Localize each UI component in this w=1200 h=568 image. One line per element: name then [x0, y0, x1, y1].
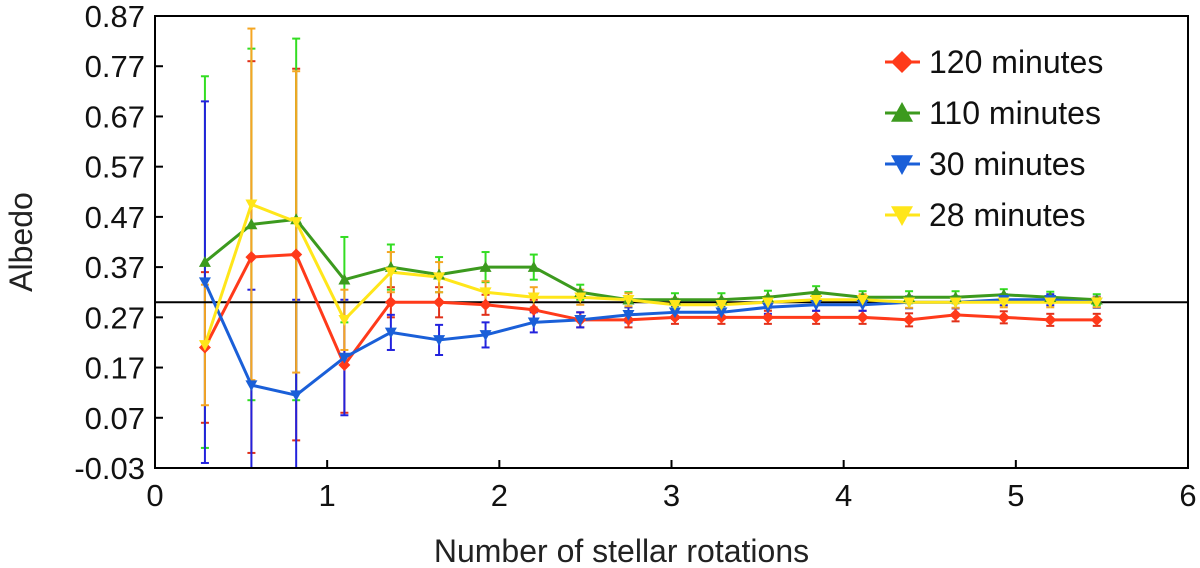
legend-label: 30 minutes — [929, 146, 1086, 182]
x-tick-label: 5 — [1007, 478, 1024, 513]
y-tick-label: -0.03 — [74, 451, 145, 486]
data-point — [761, 297, 774, 309]
legend-marker — [891, 155, 913, 175]
y-axis-label: Albedo — [3, 192, 39, 292]
data-point — [1044, 313, 1057, 326]
data-point — [1090, 313, 1103, 326]
x-tick-label: 1 — [319, 478, 336, 513]
legend-marker — [891, 51, 913, 73]
data-point — [761, 311, 774, 324]
data-point — [479, 287, 492, 299]
data-point — [810, 286, 823, 298]
legend-entry: 30 minutes — [885, 146, 1086, 182]
data-point — [810, 311, 823, 324]
data-point — [433, 335, 446, 346]
data-point — [245, 380, 258, 392]
data-point — [574, 315, 587, 326]
y-tick-label: 0.87 — [85, 0, 145, 34]
data-point — [903, 297, 916, 309]
data-point — [668, 307, 681, 319]
data-point — [290, 217, 303, 228]
data-point — [668, 299, 681, 311]
data-point — [384, 296, 397, 309]
x-tick-label: 6 — [1179, 478, 1196, 513]
x-tick-label: 2 — [491, 478, 508, 513]
data-point — [949, 308, 962, 321]
legend-label: 120 minutes — [929, 44, 1103, 80]
y-tick-labels: -0.03 0.07 0.17 0.27 0.37 0.47 0.57 0.67 0.77 0.8… — [74, 0, 145, 486]
data-point — [433, 272, 446, 284]
data-point — [949, 297, 962, 309]
y-tick-label: 0.67 — [85, 99, 145, 134]
data-point — [527, 261, 540, 272]
data-point — [856, 294, 869, 306]
data-point — [479, 261, 492, 272]
legend-label: 110 minutes — [929, 95, 1101, 131]
y-tick-label: 0.47 — [85, 200, 145, 235]
legend-marker — [891, 102, 913, 122]
legend-entry: 110 minutes — [885, 95, 1101, 131]
axis-ticks — [154, 15, 1189, 469]
data-point — [622, 310, 635, 321]
y-tick-label: 0.07 — [85, 401, 145, 436]
y-tick-label: 0.57 — [85, 150, 145, 185]
legend-entry: 28 minutes — [885, 197, 1086, 233]
y-tick-label: 0.77 — [85, 49, 145, 84]
data-point — [245, 251, 258, 264]
data-point — [997, 297, 1010, 309]
data-point — [1090, 297, 1103, 309]
y-tick-label: 0.17 — [85, 351, 145, 386]
legend: 120 minutes 110 minutes 30 minutes 28 minut… — [885, 44, 1103, 233]
data-point — [715, 299, 728, 311]
data-point — [338, 359, 351, 372]
data-point — [338, 273, 351, 285]
x-axis-label: Number of stellar rotations — [434, 533, 809, 568]
data-point — [290, 248, 303, 261]
legend-entry: 120 minutes — [885, 44, 1103, 80]
data-point — [903, 313, 916, 326]
data-point — [338, 352, 351, 364]
series-markers — [198, 199, 1103, 402]
data-point — [245, 218, 258, 230]
data-point — [338, 315, 351, 326]
x-tick-label: 3 — [663, 478, 680, 513]
data-point — [527, 292, 540, 304]
data-point — [1044, 297, 1057, 309]
series-line — [203, 202, 1097, 346]
y-tick-label: 0.37 — [85, 250, 145, 285]
data-point — [384, 327, 397, 339]
data-point — [527, 317, 540, 329]
series-lines — [203, 202, 1097, 397]
legend-label: 28 minutes — [929, 197, 1086, 233]
data-point — [433, 296, 446, 309]
series-line — [203, 217, 1097, 302]
data-point — [622, 294, 635, 306]
x-tick-labels: 0 1 2 3 4 5 6 — [146, 478, 1196, 513]
data-point — [715, 307, 728, 319]
data-point — [198, 277, 211, 289]
legend-marker — [891, 206, 913, 226]
data-point — [997, 311, 1010, 324]
data-point — [290, 390, 303, 402]
x-tick-label: 0 — [146, 478, 163, 513]
data-point — [479, 330, 492, 341]
data-point — [198, 256, 211, 267]
data-point — [245, 199, 258, 211]
x-tick-label: 4 — [835, 478, 852, 513]
y-tick-label: 0.27 — [85, 300, 145, 335]
data-point — [810, 294, 823, 306]
data-point — [856, 311, 869, 324]
data-point — [198, 340, 211, 351]
data-point — [574, 292, 587, 304]
plot-frame — [154, 15, 1189, 469]
data-point — [527, 303, 540, 316]
data-point — [384, 267, 397, 279]
data-point — [479, 298, 492, 311]
